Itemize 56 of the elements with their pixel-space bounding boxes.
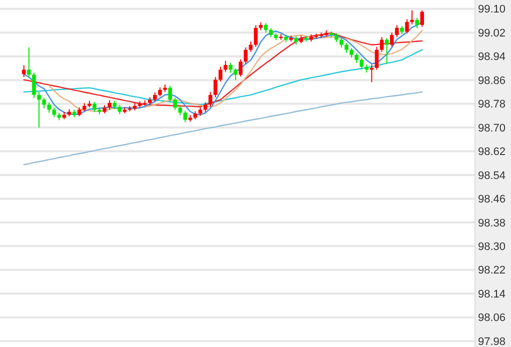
candlestick — [228, 62, 232, 74]
candlestick — [203, 102, 208, 113]
candlestick — [42, 97, 46, 109]
candlestick — [380, 36, 384, 52]
candlestick — [374, 46, 379, 70]
candlestick — [244, 46, 248, 64]
candlestick — [395, 24, 399, 38]
candlestick — [384, 37, 389, 64]
y-tick-label: 98.70 — [478, 122, 506, 134]
candlestick — [142, 100, 147, 106]
candlestick — [420, 10, 424, 28]
candlestick — [344, 42, 348, 54]
candlestick — [37, 91, 41, 128]
y-tick-label: 98.46 — [478, 194, 506, 206]
y-tick-label: 98.30 — [478, 241, 506, 254]
y-tick-label: 98.22 — [478, 264, 506, 277]
candlestick — [22, 64, 26, 78]
candlestick — [350, 48, 354, 58]
y-tick-label: 99.10 — [478, 4, 506, 16]
candlestick — [208, 91, 212, 108]
candlestick — [108, 100, 112, 110]
candlestick — [218, 66, 222, 82]
candlestick — [224, 60, 228, 72]
candlestick — [248, 41, 253, 52]
y-tick-label: 98.54 — [478, 170, 506, 182]
candlestick — [415, 17, 419, 29]
candlestick — [27, 46, 31, 78]
y-tick-label: 98.06 — [478, 312, 506, 324]
y-tick-label: 98.14 — [478, 288, 506, 300]
y-tick-label: 99.02 — [478, 27, 506, 40]
candlestick — [92, 102, 96, 113]
candlestick — [360, 58, 364, 70]
y-tick-label: 98.94 — [478, 51, 506, 64]
candlestick — [238, 58, 243, 78]
candlestick — [52, 106, 56, 118]
candlestick — [410, 10, 414, 25]
y-tick-label: 97.98 — [478, 336, 506, 347]
candlestick — [173, 97, 178, 110]
candlestick — [354, 52, 358, 64]
line-series — [23, 91, 423, 166]
candlestick — [214, 76, 218, 98]
y-tick-label: 98.38 — [478, 217, 506, 230]
candlestick — [405, 18, 409, 34]
y-tick-label: 98.62 — [478, 146, 506, 158]
candlestick — [234, 68, 238, 81]
candlestick — [340, 37, 344, 48]
candlestick — [32, 72, 36, 98]
y-tick-label: 98.86 — [478, 74, 506, 87]
candlestick — [183, 110, 188, 123]
candlestick — [168, 86, 172, 102]
candlestick — [390, 32, 394, 48]
candlestick — [254, 24, 258, 48]
candlestick — [118, 104, 122, 115]
candlestick — [264, 22, 268, 34]
y-tick-label: 98.78 — [478, 98, 506, 111]
candlestick — [47, 102, 51, 114]
